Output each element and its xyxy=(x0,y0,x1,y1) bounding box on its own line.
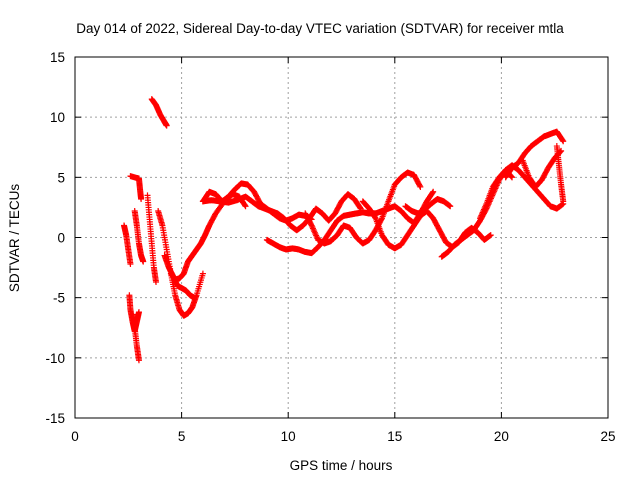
data-point xyxy=(558,147,565,154)
series-track-j xyxy=(167,191,249,283)
y-tick-label: 15 xyxy=(50,50,65,65)
data-point xyxy=(560,138,567,145)
grid-lines xyxy=(75,57,608,418)
series-track-a xyxy=(121,222,134,267)
data-point xyxy=(135,357,142,364)
data-points xyxy=(121,96,567,364)
y-tick-label: -5 xyxy=(53,291,65,306)
data-point xyxy=(127,260,134,267)
x-tick-label: 25 xyxy=(600,429,615,444)
data-point xyxy=(416,182,423,189)
x-tick-label: 15 xyxy=(387,429,402,444)
data-point xyxy=(429,189,436,196)
data-point xyxy=(508,173,515,180)
y-axis-label: SDTVAR / TECUs xyxy=(7,184,22,293)
chart-title: Day 014 of 2022, Sidereal Day-to-day VTE… xyxy=(76,21,564,36)
data-point xyxy=(378,216,385,223)
series-track-h xyxy=(155,208,206,319)
data-point xyxy=(509,174,516,181)
series-track-o xyxy=(359,198,494,252)
series-track-p xyxy=(402,195,454,217)
data-point xyxy=(199,270,206,277)
x-tick-label: 0 xyxy=(71,429,79,444)
data-point xyxy=(135,309,142,316)
y-tick-label: 10 xyxy=(50,110,65,125)
y-tick-label: 0 xyxy=(57,231,65,246)
data-point xyxy=(560,198,567,205)
series-track-c xyxy=(129,311,142,364)
data-point xyxy=(357,204,364,211)
axis-ticks: 0 5 10 15 20 25 -15 -10 -5 0 5 10 15 xyxy=(45,50,615,444)
x-tick-label: 20 xyxy=(494,429,509,444)
series-track-n xyxy=(302,169,424,247)
y-tick-label: 5 xyxy=(57,170,65,185)
x-axis-label: GPS time / hours xyxy=(290,458,393,473)
series-track-e xyxy=(131,208,147,265)
y-tick-label: -10 xyxy=(45,351,65,366)
series-track-s xyxy=(502,128,567,181)
series-track-l xyxy=(199,191,364,234)
data-point xyxy=(430,188,437,195)
data-point xyxy=(138,195,145,202)
series-track-g xyxy=(148,96,170,129)
series-track-d xyxy=(127,173,145,202)
data-point xyxy=(191,294,198,301)
data-point xyxy=(447,203,454,210)
data-point xyxy=(241,202,248,209)
data-point xyxy=(140,258,147,265)
series-track-u xyxy=(553,143,567,205)
data-point xyxy=(487,232,494,239)
data-point xyxy=(308,221,315,228)
x-tick-label: 10 xyxy=(281,429,296,444)
data-point xyxy=(559,137,566,144)
y-tick-label: -15 xyxy=(45,411,65,426)
data-point xyxy=(371,214,378,221)
series-track-t xyxy=(519,147,565,190)
data-point xyxy=(163,122,170,129)
series-track-f xyxy=(144,192,160,286)
series-track-r xyxy=(477,162,567,222)
x-tick-label: 5 xyxy=(178,429,186,444)
data-point xyxy=(153,279,160,286)
data-point xyxy=(417,183,424,190)
data-point xyxy=(242,203,249,210)
